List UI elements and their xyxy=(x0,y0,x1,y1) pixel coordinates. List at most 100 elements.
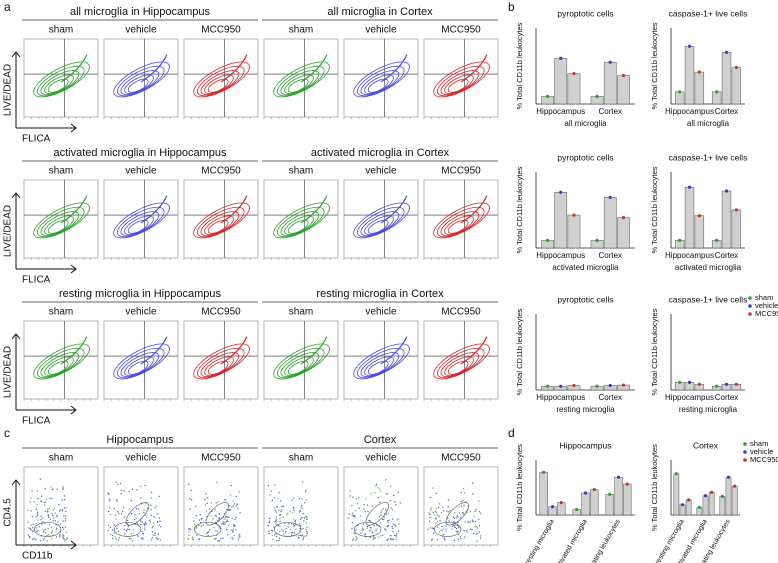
event-dot xyxy=(52,520,54,522)
event-dot xyxy=(35,523,37,525)
contour xyxy=(44,74,74,94)
event-dot xyxy=(275,516,278,518)
event-dot xyxy=(140,485,142,488)
event-dot xyxy=(475,533,478,535)
event-dot xyxy=(301,528,303,531)
event-dot xyxy=(125,529,128,532)
event-dot xyxy=(59,510,61,512)
event-dot xyxy=(36,503,38,506)
bar-marker xyxy=(734,382,738,386)
event-dot xyxy=(432,511,434,514)
event-dot xyxy=(188,531,190,533)
contour xyxy=(40,352,80,378)
condition-label: MCC950 xyxy=(441,25,481,36)
event-dot xyxy=(358,507,360,509)
event-dot xyxy=(218,540,221,542)
event-dot xyxy=(380,522,382,524)
event-dot xyxy=(267,524,269,527)
event-dot xyxy=(53,507,56,510)
bar-marker xyxy=(621,216,626,220)
condition-label: MCC950 xyxy=(201,166,241,177)
event-dot xyxy=(35,508,38,511)
event-dot xyxy=(396,533,398,535)
event-dot xyxy=(159,520,161,522)
event-dot xyxy=(235,517,237,519)
bar xyxy=(567,214,581,249)
event-dot xyxy=(385,529,387,531)
event-dot xyxy=(215,515,218,517)
event-dot xyxy=(50,526,53,529)
plot-frame xyxy=(103,466,179,546)
event-dot xyxy=(301,498,303,500)
bar-marker xyxy=(595,384,599,388)
event-dot xyxy=(277,497,279,500)
event-dot xyxy=(360,532,362,534)
plot-frame xyxy=(103,320,179,400)
event-dot xyxy=(278,537,281,540)
contour xyxy=(380,54,408,83)
event-dot xyxy=(35,516,37,518)
chart-title: caspase-1+ live cells xyxy=(669,152,748,162)
event-dot xyxy=(36,490,38,492)
contour xyxy=(127,78,149,93)
event-dot xyxy=(194,505,197,508)
event-dot xyxy=(391,509,394,511)
event-dot xyxy=(30,524,32,526)
event-dot xyxy=(453,539,456,542)
bar xyxy=(554,192,568,249)
event-dot xyxy=(306,526,308,528)
event-dot xyxy=(461,512,464,514)
event-dot xyxy=(369,536,372,538)
contour xyxy=(220,336,248,365)
event-dot xyxy=(137,508,140,510)
condition-label: MCC950 xyxy=(201,25,241,36)
x-tick-label: Cortex xyxy=(715,107,739,116)
event-dot xyxy=(305,489,307,491)
event-dot xyxy=(118,537,120,539)
event-dot xyxy=(143,511,145,514)
event-dot xyxy=(469,520,472,523)
arrow-head xyxy=(11,192,21,199)
event-dot xyxy=(298,523,301,525)
event-dot xyxy=(293,509,295,512)
event-dot xyxy=(190,499,193,501)
event-dot xyxy=(306,535,308,537)
contour xyxy=(120,70,160,96)
contour xyxy=(287,360,309,375)
event-dot xyxy=(439,519,441,522)
contour xyxy=(116,347,165,379)
contour xyxy=(367,219,389,234)
bar-marker xyxy=(572,72,576,76)
event-dot xyxy=(228,504,231,507)
event-dot xyxy=(233,503,236,505)
event-dot xyxy=(56,515,58,517)
event-dot xyxy=(43,530,45,532)
event-dot xyxy=(458,506,460,508)
contour xyxy=(284,215,314,235)
event-dot xyxy=(273,507,275,509)
contour xyxy=(460,195,488,224)
event-dot xyxy=(375,529,377,532)
condition-label: vehicle xyxy=(365,307,397,318)
event-dot xyxy=(51,497,53,500)
contour xyxy=(207,360,229,375)
event-dot xyxy=(306,530,308,533)
event-dot xyxy=(157,533,159,535)
event-dot xyxy=(27,521,29,523)
event-dot xyxy=(108,498,110,500)
event-dot xyxy=(278,491,280,494)
event-dot xyxy=(227,509,230,511)
event-dot xyxy=(224,499,226,501)
bar-marker xyxy=(572,383,576,388)
contour xyxy=(444,215,474,235)
x-axis-label: resting microglia xyxy=(556,405,615,414)
event-dot xyxy=(300,506,303,508)
event-dot xyxy=(222,537,224,540)
bar xyxy=(694,71,705,105)
event-dot xyxy=(37,529,39,532)
event-dot xyxy=(460,501,463,503)
event-dot xyxy=(214,514,216,517)
event-dot xyxy=(52,509,54,511)
event-dot xyxy=(27,509,29,512)
event-dot xyxy=(206,502,208,504)
